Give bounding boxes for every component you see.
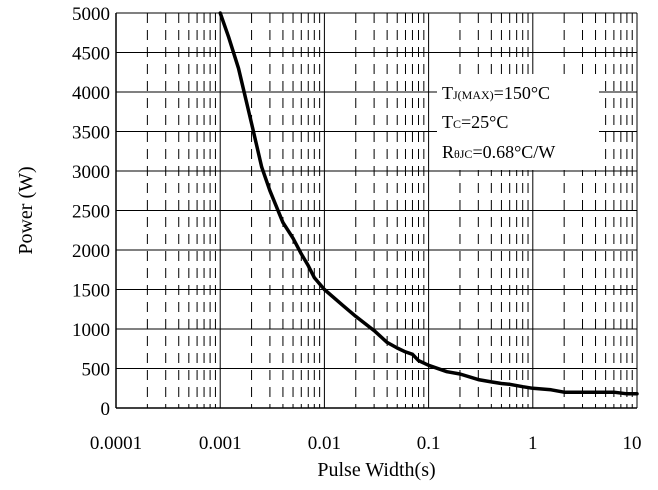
series bbox=[218, 11, 639, 396]
x-tick-label: 1 bbox=[528, 433, 538, 454]
axes: 0 500 1000 1500 2000 2500 3000 3500 4000 4500 5000… bbox=[72, 4, 642, 454]
x-tick-label: 10 bbox=[623, 433, 642, 454]
annotation-tjmax: TJ(MAX)=150°C bbox=[442, 83, 550, 103]
annotation-background bbox=[437, 74, 599, 170]
y-tick-label: 2000 bbox=[72, 241, 110, 262]
y-axis-title: Power (W) bbox=[15, 166, 37, 254]
y-tick-label: 500 bbox=[82, 360, 111, 381]
labels: Pulse Width(s) Power (W) bbox=[15, 166, 436, 481]
annotation-rthjc: RθJC=0.68°C/W bbox=[442, 142, 555, 162]
y-tick-label: 2500 bbox=[72, 202, 110, 223]
x-tick-label: 0.001 bbox=[199, 433, 242, 454]
x-tick-label: 0.1 bbox=[417, 433, 441, 454]
x-tick-label: 0.01 bbox=[308, 433, 341, 454]
x-axis-title: Pulse Width(s) bbox=[317, 459, 435, 481]
y-tick-label: 4000 bbox=[72, 83, 110, 104]
annotation-tc: TC=25°C bbox=[442, 112, 508, 132]
y-tick-label: 3500 bbox=[72, 123, 110, 144]
series-line bbox=[218, 11, 639, 396]
annotation-box: TJ(MAX)=150°C TC=25°C RθJC=0.68°C/W bbox=[437, 74, 599, 170]
y-tick-label: 4500 bbox=[72, 44, 110, 65]
y-tick-label: 1500 bbox=[72, 281, 110, 302]
y-tick-label: 0 bbox=[101, 399, 111, 420]
grid bbox=[116, 12, 637, 408]
y-tick-label: 5000 bbox=[72, 4, 110, 25]
y-tick-label: 1000 bbox=[72, 320, 110, 341]
x-tick-label: 0.0001 bbox=[90, 433, 142, 454]
y-tick-label: 3000 bbox=[72, 162, 110, 183]
